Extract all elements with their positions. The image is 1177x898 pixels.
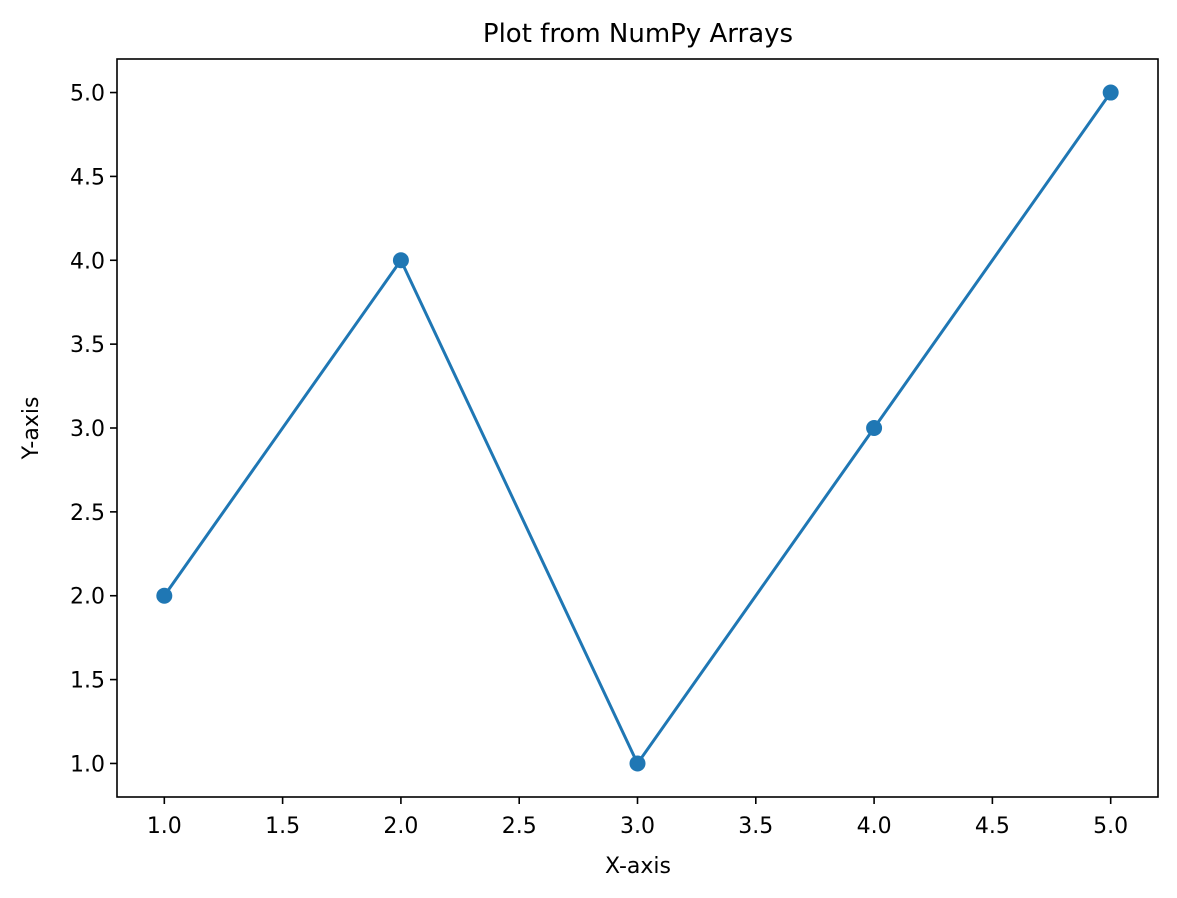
data-point-marker (1102, 84, 1119, 101)
x-axis-label: X-axis (605, 854, 671, 879)
y-tick-label: 3.5 (70, 333, 105, 358)
y-tick-label: 4.0 (70, 249, 105, 274)
x-tick-label: 4.5 (975, 814, 1010, 839)
data-point-marker (866, 420, 883, 436)
data-point-marker (392, 252, 409, 269)
y-tick-label: 3.0 (70, 417, 105, 442)
y-tick-label: 1.0 (70, 752, 105, 777)
plot-area-frame (116, 58, 1159, 798)
y-tick-label: 4.5 (70, 165, 105, 190)
y-axis-ticks: 1.0 1.5 2.0 2.5 3.0 3.5 4.0 4.5 5.0 (70, 82, 117, 777)
series-layer (156, 84, 1119, 772)
x-tick-label: 1.0 (147, 814, 182, 839)
x-tick-label: 4.0 (857, 814, 892, 839)
y-axis-label: Y-axis (19, 397, 44, 461)
y-tick-label: 2.5 (70, 501, 105, 526)
y-tick-label: 2.0 (70, 585, 105, 610)
x-tick-label: 1.5 (265, 814, 300, 839)
x-tick-label: 2.0 (383, 814, 418, 839)
x-tick-label: 3.0 (620, 814, 655, 839)
x-tick-label: 3.5 (738, 814, 773, 839)
x-axis-ticks: 1.0 1.5 2.0 2.5 3.0 3.5 4.0 4.5 5.0 (147, 797, 1128, 839)
y-tick-label: 5.0 (70, 82, 105, 107)
x-tick-label: 5.0 (1093, 814, 1128, 839)
data-point-marker (156, 587, 173, 604)
x-tick-label: 2.5 (502, 814, 537, 839)
y-tick-label: 1.5 (70, 669, 105, 694)
chart-title: Plot from NumPy Arrays (483, 19, 793, 49)
data-point-marker (629, 755, 646, 772)
